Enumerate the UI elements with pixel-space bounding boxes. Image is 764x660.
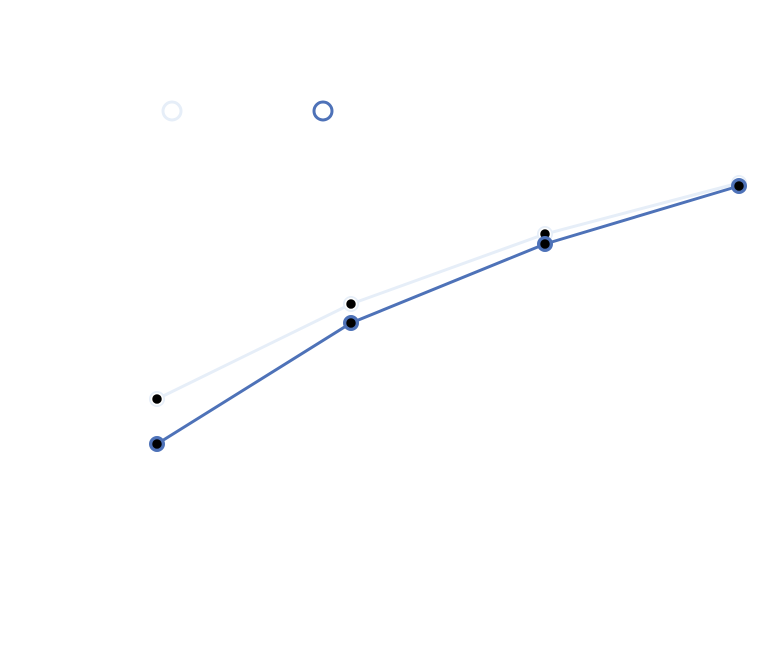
point-dot xyxy=(732,179,746,193)
legend-marker xyxy=(312,100,334,122)
point-dot xyxy=(344,297,358,311)
series-line xyxy=(156,184,740,446)
legend-marker xyxy=(161,100,183,122)
point-dot xyxy=(150,437,164,451)
series-line xyxy=(156,181,740,401)
point-dot xyxy=(344,316,358,330)
point-dot xyxy=(150,392,164,406)
point-dot xyxy=(538,237,552,251)
